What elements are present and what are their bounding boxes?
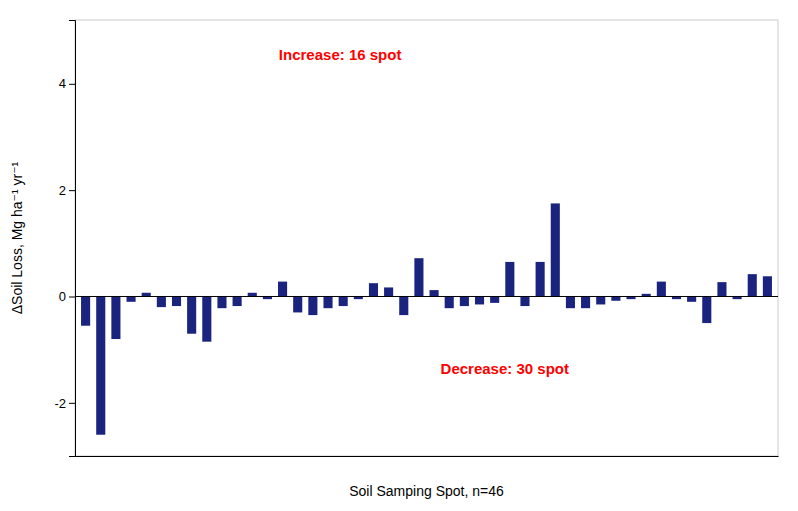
y-axis-line bbox=[69, 21, 76, 457]
bar bbox=[460, 296, 469, 306]
y-tick-label: 0 bbox=[59, 289, 66, 304]
bar bbox=[202, 296, 211, 341]
y-tick: 2 bbox=[59, 183, 75, 198]
bar bbox=[308, 296, 317, 315]
bar bbox=[475, 296, 484, 304]
bar bbox=[748, 274, 757, 296]
bar bbox=[384, 287, 393, 296]
zero-line bbox=[75, 296, 778, 297]
bar bbox=[445, 296, 454, 308]
y-tick-mark bbox=[69, 84, 75, 85]
bar bbox=[430, 290, 439, 296]
bar bbox=[611, 296, 620, 300]
bar bbox=[581, 296, 590, 308]
bar bbox=[763, 276, 772, 296]
y-tick: 0 bbox=[59, 289, 75, 304]
bar bbox=[551, 203, 560, 296]
bar bbox=[81, 296, 90, 325]
y-tick-label: -2 bbox=[54, 395, 66, 410]
bars bbox=[75, 203, 778, 434]
bar bbox=[111, 296, 120, 339]
bar bbox=[278, 282, 287, 297]
bar bbox=[323, 296, 332, 308]
bar bbox=[490, 296, 499, 302]
bar bbox=[172, 296, 181, 306]
x-axis-title: Soil Samping Spot, n=46 bbox=[349, 483, 504, 499]
y-axis: -2 0 2 4 bbox=[54, 21, 75, 457]
annotation: Decrease: 30 spot bbox=[441, 360, 569, 377]
bar bbox=[536, 262, 545, 297]
bar bbox=[657, 282, 666, 297]
y-tick-label: 4 bbox=[59, 76, 66, 91]
bar bbox=[339, 296, 348, 306]
bar bbox=[142, 293, 151, 297]
bar bbox=[233, 296, 242, 306]
bar bbox=[702, 296, 711, 323]
bar bbox=[717, 282, 726, 296]
y-axis-title: ΔSoil Loss, Mg ha⁻¹ yr⁻¹ bbox=[9, 161, 25, 314]
bar bbox=[520, 296, 529, 306]
y-tick-mark bbox=[69, 296, 75, 297]
bar bbox=[187, 296, 196, 333]
bar bbox=[414, 258, 423, 296]
bar bbox=[248, 293, 257, 297]
bar bbox=[96, 296, 105, 434]
y-tick-mark bbox=[69, 190, 75, 191]
bar bbox=[217, 296, 226, 308]
bar bbox=[127, 296, 136, 301]
bar bbox=[293, 296, 302, 312]
annotation: Increase: 16 spot bbox=[279, 46, 402, 63]
plot-frame bbox=[75, 20, 778, 456]
bar bbox=[596, 296, 605, 304]
y-tick-label: 2 bbox=[59, 183, 66, 198]
bar bbox=[687, 296, 696, 301]
bar bbox=[157, 296, 166, 307]
plot: -2 0 2 4 Increase: 16 spot Decrease: 30 spot bbox=[54, 20, 778, 457]
y-tick: 4 bbox=[59, 76, 75, 91]
x-axis bbox=[76, 456, 779, 457]
bar bbox=[566, 296, 575, 308]
y-tick-mark bbox=[69, 403, 75, 404]
x-axis-line bbox=[76, 456, 779, 457]
chart: -2 0 2 4 Increase: 16 spot Decrease: 30 spot S… bbox=[0, 0, 798, 511]
bar bbox=[505, 262, 514, 297]
y-tick: -2 bbox=[54, 395, 75, 410]
bar bbox=[399, 296, 408, 315]
bar bbox=[369, 283, 378, 296]
